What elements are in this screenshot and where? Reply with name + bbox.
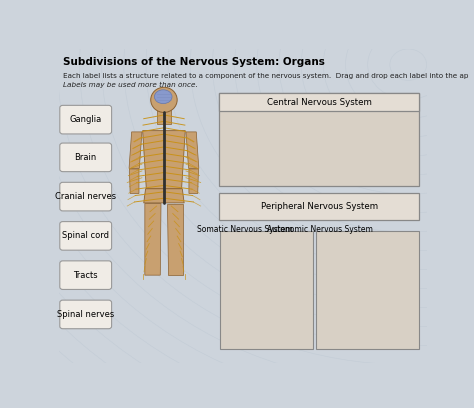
Polygon shape: [145, 204, 161, 275]
Polygon shape: [143, 131, 185, 189]
Polygon shape: [189, 169, 199, 193]
Text: Somatic Nervous System: Somatic Nervous System: [197, 225, 292, 234]
Ellipse shape: [155, 90, 172, 104]
Text: Autonomic Nervous System: Autonomic Nervous System: [267, 225, 373, 234]
FancyBboxPatch shape: [60, 300, 111, 329]
Polygon shape: [129, 169, 139, 193]
Text: Spinal cord: Spinal cord: [62, 231, 109, 240]
Polygon shape: [186, 132, 199, 169]
Polygon shape: [144, 189, 184, 203]
Polygon shape: [167, 204, 183, 275]
Bar: [316, 231, 419, 349]
FancyBboxPatch shape: [60, 105, 111, 134]
Bar: [219, 193, 419, 220]
Polygon shape: [129, 132, 142, 169]
Bar: [220, 231, 313, 349]
Text: Spinal nerves: Spinal nerves: [57, 310, 114, 319]
Bar: [219, 93, 419, 111]
Text: Each label lists a structure related to a component of the nervous system.  Drag: Each label lists a structure related to …: [63, 73, 468, 78]
Text: Subdivisions of the Nervous System: Organs: Subdivisions of the Nervous System: Orga…: [63, 57, 325, 67]
Text: Brain: Brain: [74, 153, 97, 162]
Text: Central Nervous System: Central Nervous System: [267, 98, 372, 106]
Text: Cranial nerves: Cranial nerves: [55, 192, 116, 201]
Text: Labels may be used more than once.: Labels may be used more than once.: [63, 82, 198, 88]
FancyBboxPatch shape: [60, 182, 111, 211]
Bar: [157, 109, 171, 124]
FancyBboxPatch shape: [60, 143, 111, 172]
Ellipse shape: [151, 87, 177, 113]
FancyBboxPatch shape: [60, 261, 111, 289]
Text: Peripheral Nervous System: Peripheral Nervous System: [261, 202, 378, 211]
Text: Tracts: Tracts: [73, 271, 98, 279]
Bar: [219, 93, 419, 186]
Text: Ganglia: Ganglia: [70, 115, 102, 124]
FancyBboxPatch shape: [60, 222, 111, 250]
